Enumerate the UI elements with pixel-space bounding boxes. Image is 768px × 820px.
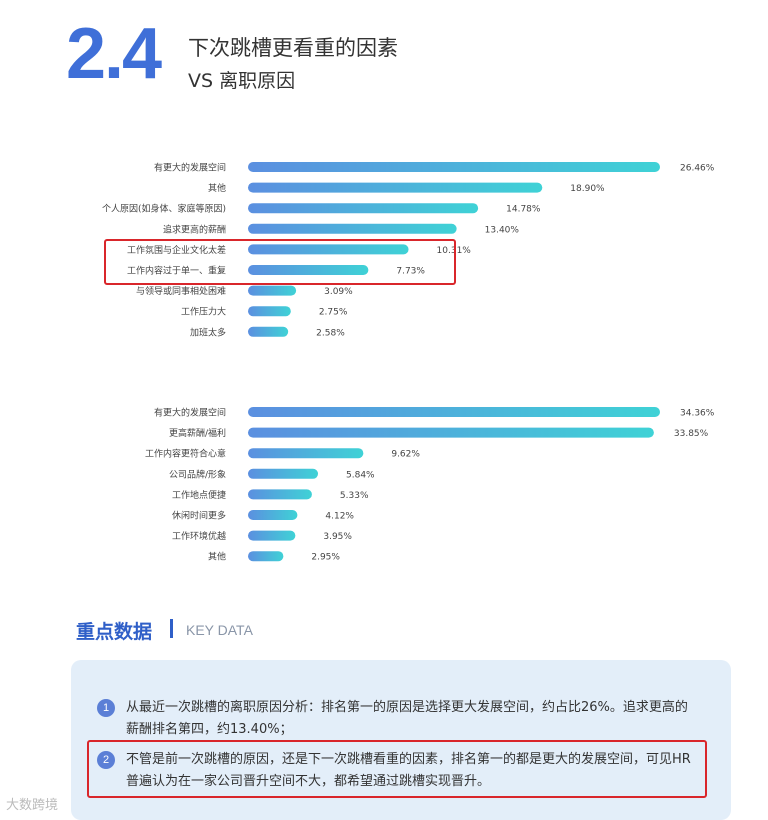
bar [248, 468, 319, 479]
category-label: 工作氛围与企业文化太差 [127, 244, 226, 256]
category-label: 有更大的发展空间 [154, 162, 226, 174]
value-label: 2.75% [319, 308, 348, 318]
category-label: 公司品牌/形象 [169, 468, 226, 480]
bar [248, 162, 660, 172]
category-label: 加班太多 [190, 326, 226, 338]
chart-next-job-factors: 有更大的发展空间 34.36% 更高薪酬/福利 33.85% 工作内容更符合心意 9.62… [145, 407, 715, 563]
key-data-divider [170, 619, 173, 638]
category-label: 追求更高的薪酬 [163, 223, 226, 235]
page-title: 下次跳槽更看重的因素 [188, 36, 398, 60]
key-data-title-en: KEY DATA [186, 622, 253, 638]
value-label: 10.31% [437, 246, 472, 256]
bar [248, 203, 479, 214]
section-number: 2.4 [66, 14, 162, 94]
category-label: 工作内容过于单一、重复 [127, 265, 226, 277]
highlight-box-chart [104, 239, 456, 285]
value-label: 14.78% [506, 205, 541, 215]
bar [248, 285, 297, 296]
footer-watermark: 大数跨境 [6, 798, 59, 813]
category-label: 与领导或同事相处困难 [136, 285, 226, 297]
category-label: 工作内容更符合心意 [145, 448, 226, 460]
key-item-text-2: 不管是前一次跳槽的原因，还是下一次跳槽看重的因素，排名第一的都是更大的发展空间，… [126, 752, 691, 789]
bar [248, 530, 296, 541]
category-label: 工作地点便捷 [172, 489, 226, 501]
bar [248, 510, 298, 520]
category-label: 工作压力大 [181, 306, 226, 318]
key-item-number-2: 2 [97, 751, 115, 769]
value-label: 26.46% [680, 164, 715, 174]
category-label: 有更大的发展空间 [154, 407, 226, 419]
bar [248, 182, 543, 193]
page-subtitle: VS 离职原因 [188, 70, 296, 92]
value-label: 7.73% [396, 267, 425, 277]
value-label: 33.85% [674, 429, 709, 439]
value-label: 13.40% [485, 225, 520, 235]
value-label: 3.95% [323, 532, 352, 542]
key-item-number-1: 1 [97, 699, 115, 717]
bar [248, 407, 660, 417]
value-label: 34.36% [680, 409, 715, 419]
bar [248, 448, 364, 459]
value-label: 2.58% [316, 328, 345, 338]
category-label: 工作环境优越 [172, 530, 226, 542]
category-label: 更高薪酬/福利 [169, 427, 226, 439]
category-label: 休闲时间更多 [172, 510, 226, 522]
bar [248, 265, 369, 275]
category-label: 其他 [208, 182, 226, 194]
category-label: 个人原因(如身体、家庭等原因) [102, 203, 226, 215]
value-label: 9.62% [391, 450, 420, 460]
highlight-box-key-data [87, 740, 707, 798]
bar [248, 244, 409, 255]
value-label: 18.90% [570, 184, 605, 194]
key-item-text-1: 从最近一次跳槽的离职原因分析：排名第一的原因是选择更大发展空间，约占比26%。追… [126, 700, 688, 737]
value-label: 4.12% [325, 512, 354, 522]
bar [248, 489, 312, 500]
chart-leaving-reasons: 有更大的发展空间 26.46% 其他 18.90% 个人原因(如身体、家庭等原因) 14.… [102, 162, 715, 339]
bar [248, 551, 284, 562]
category-label: 其他 [208, 551, 226, 563]
value-label: 3.09% [324, 287, 353, 297]
bar [248, 427, 654, 438]
value-label: 2.95% [311, 553, 340, 563]
value-label: 5.84% [346, 470, 375, 480]
value-label: 5.33% [340, 491, 369, 501]
bar [248, 223, 457, 234]
key-data-title: 重点数据 [76, 621, 153, 643]
bar [248, 306, 291, 317]
bar [248, 326, 289, 337]
